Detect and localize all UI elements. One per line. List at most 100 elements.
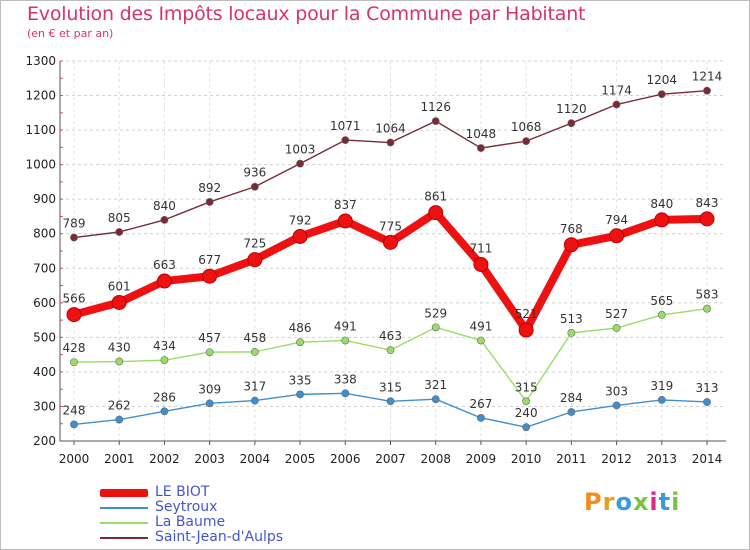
x-tick-label-2010: 2010: [511, 452, 542, 466]
data-label-saint-jean-d-aulps-2007: 1064: [375, 122, 406, 136]
data-point-le-biot-2003: [202, 268, 218, 284]
legend-item-la-baume[interactable]: La Baume: [100, 515, 350, 530]
data-point-le-biot-2010: [518, 322, 534, 338]
data-point-la-baume-2013: [657, 311, 666, 319]
y-tick-label-1300: 1300: [25, 54, 56, 68]
legend-item-seytroux[interactable]: Seytroux: [100, 500, 350, 515]
data-label-le-biot-2002: 663: [153, 258, 176, 272]
data-point-le-biot-2002: [156, 273, 172, 289]
data-label-la-baume-2003: 457: [198, 331, 221, 345]
y-tick-label-1100: 1100: [25, 123, 56, 137]
data-point-le-biot-2013: [654, 212, 670, 228]
data-label-saint-jean-d-aulps-2004: 936: [243, 166, 266, 180]
data-point-seytroux-2007: [386, 397, 395, 406]
data-point-la-baume-2004: [250, 347, 259, 356]
x-tick-label-2003: 2003: [194, 452, 225, 466]
data-label-le-biot-2003: 677: [198, 253, 221, 267]
y-tick-label-1200: 1200: [25, 89, 56, 103]
grid-lines: [60, 60, 726, 441]
data-label-seytroux-2004: 317: [243, 380, 266, 394]
logo-letter: i: [649, 488, 659, 516]
x-tick-label-2005: 2005: [285, 452, 316, 466]
data-point-le-biot-2011: [563, 237, 579, 253]
data-label-saint-jean-d-aulps-2010: 1068: [511, 120, 542, 134]
data-label-le-biot-2012: 794: [605, 213, 628, 227]
data-label-la-baume-2004: 458: [243, 331, 266, 345]
data-label-le-biot-2004: 725: [243, 237, 266, 251]
data-point-la-baume-2000: [70, 358, 78, 367]
y-tick-label-800: 800: [33, 227, 56, 241]
data-label-seytroux-2001: 262: [108, 399, 131, 413]
chart-subtitle: (en € et par an): [27, 27, 114, 40]
x-tick-label-2004: 2004: [240, 452, 271, 466]
data-point-saint-jean-d-aulps-2004: [250, 182, 259, 191]
data-label-le-biot-2008: 861: [424, 190, 447, 204]
x-tick-label-2009: 2009: [466, 452, 497, 466]
data-point-le-biot-2009: [473, 256, 489, 272]
data-label-seytroux-2007: 315: [379, 380, 402, 394]
data-label-seytroux-2005: 335: [289, 373, 312, 387]
data-label-seytroux-2011: 284: [560, 391, 583, 405]
y-tick-label-600: 600: [33, 296, 56, 310]
data-label-saint-jean-d-aulps-2008: 1126: [420, 100, 451, 114]
data-point-la-baume-2010: [522, 397, 531, 406]
data-point-seytroux-2006: [341, 389, 350, 398]
data-label-saint-jean-d-aulps-2012: 1174: [601, 84, 632, 98]
data-point-seytroux-2009: [477, 413, 485, 422]
data-label-la-baume-2009: 491: [469, 319, 492, 333]
data-point-saint-jean-d-aulps-2006: [341, 136, 350, 145]
logo-letter: P: [584, 488, 603, 516]
data-label-la-baume-2010: 315: [515, 380, 538, 394]
data-label-le-biot-2011: 768: [560, 222, 583, 236]
data-labels: 789 805 840 892 936 1003 1071 1064 1126 1048 1068 1…: [63, 70, 723, 420]
data-point-saint-jean-d-aulps-2012: [612, 100, 621, 109]
data-label-le-biot-2010: 521: [515, 307, 538, 321]
data-point-saint-jean-d-aulps-2010: [522, 137, 531, 146]
x-tick-label-2008: 2008: [420, 452, 451, 466]
proxiti-logo: Proxiti: [584, 488, 680, 516]
logo-letter: t: [658, 488, 672, 516]
data-point-la-baume-2003: [205, 348, 214, 357]
data-point-la-baume-2007: [386, 346, 395, 355]
data-point-seytroux-2005: [296, 390, 304, 399]
data-label-seytroux-2013: 319: [650, 379, 673, 393]
x-tick-label-2013: 2013: [647, 452, 678, 466]
legend-item-saint-jean-d-aulps[interactable]: Saint-Jean-d'Aulps: [100, 530, 350, 545]
data-point-seytroux-2011: [567, 408, 576, 416]
data-label-saint-jean-d-aulps-2013: 1204: [647, 73, 678, 87]
legend-label-la-baume: La Baume: [155, 514, 226, 530]
data-point-la-baume-2011: [567, 328, 576, 337]
data-point-saint-jean-d-aulps-2013: [657, 90, 666, 99]
x-tick-label-2002: 2002: [149, 452, 180, 466]
data-point-le-biot-2000: [66, 307, 82, 323]
data-label-la-baume-2011: 513: [560, 312, 583, 326]
legend-swatch-le-biot: [100, 489, 148, 497]
data-point-la-baume-2008: [431, 323, 440, 332]
data-point-seytroux-2008: [431, 395, 440, 404]
data-point-la-baume-2009: [477, 336, 485, 345]
data-point-seytroux-2012: [612, 401, 621, 410]
data-label-saint-jean-d-aulps-2001: 805: [108, 211, 131, 225]
data-label-seytroux-2002: 286: [153, 390, 176, 404]
data-label-le-biot-2000: 566: [63, 292, 86, 306]
data-label-saint-jean-d-aulps-2014: 1214: [692, 70, 723, 84]
data-point-la-baume-2014: [703, 304, 711, 313]
data-point-saint-jean-d-aulps-2014: [703, 86, 711, 95]
data-label-saint-jean-d-aulps-2005: 1003: [285, 143, 316, 157]
x-tick-label-2001: 2001: [104, 452, 135, 466]
legend-item-le-biot[interactable]: LE BIOT: [100, 485, 350, 500]
data-label-seytroux-2009: 267: [469, 397, 492, 411]
data-point-la-baume-2005: [296, 338, 304, 347]
data-point-seytroux-2013: [657, 395, 666, 404]
data-point-seytroux-2004: [250, 396, 259, 405]
data-point-le-biot-2001: [111, 294, 127, 310]
plot-area: [60, 61, 726, 441]
data-point-seytroux-2003: [205, 399, 214, 408]
data-point-la-baume-2001: [115, 357, 124, 366]
data-point-saint-jean-d-aulps-2000: [70, 233, 78, 242]
data-point-le-biot-2006: [337, 213, 353, 229]
data-label-la-baume-2000: 428: [63, 341, 86, 355]
series-lines: [66, 86, 715, 432]
logo-letter: x: [632, 488, 650, 516]
legend-label-seytroux: Seytroux: [155, 499, 218, 515]
